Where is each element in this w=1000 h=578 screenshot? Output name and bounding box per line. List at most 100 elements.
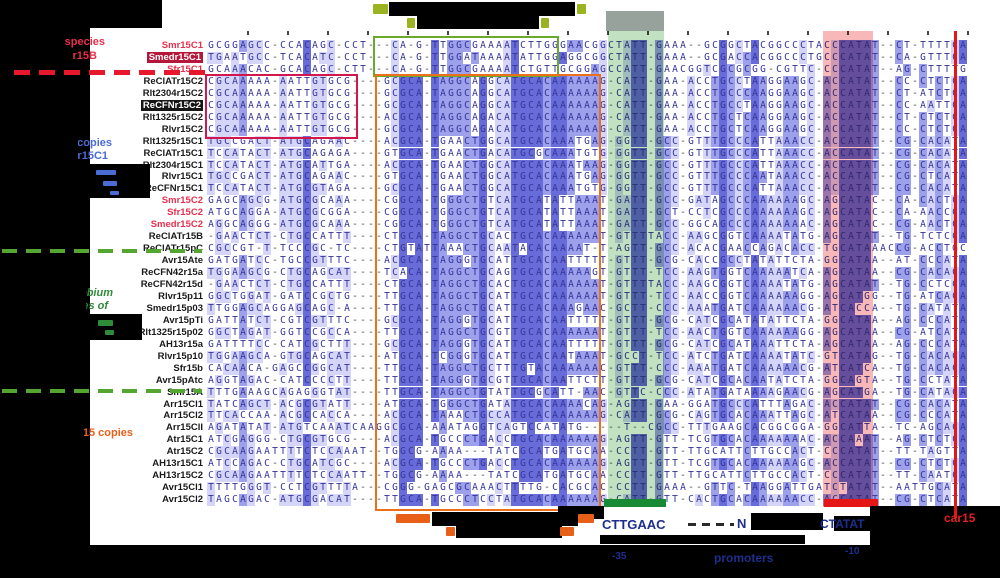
seq-cell: A [535, 195, 543, 208]
seq-cell: C [407, 123, 415, 136]
seq-cell: G [464, 314, 470, 326]
seq-cell: C [696, 207, 702, 219]
seq-cell: A [896, 255, 902, 267]
seq-cell: T [736, 470, 742, 482]
seq-cell: G [672, 314, 678, 326]
seq-cell: T [216, 207, 222, 219]
seq-cell: A [591, 446, 599, 459]
seq-cell: G [903, 410, 911, 423]
seq-cell: A [320, 231, 326, 243]
seq-cell: - [480, 470, 486, 482]
seq-cell: G [295, 458, 303, 471]
seq-cell: C [743, 326, 751, 339]
seq-cell: G [903, 147, 911, 160]
seq-cell: C [312, 290, 318, 302]
seq-cell: G [311, 219, 319, 232]
seq-cell: A [384, 350, 390, 362]
seq-cell: G [311, 398, 319, 411]
seq-cell: C [264, 255, 270, 267]
alignment-row: ReCFNr15C1 T C C A T A C T - A T G C G T A G A - - - - G C G C A - T G… [0, 183, 1000, 196]
seq-cell: G [399, 338, 407, 351]
seq-cell: A [783, 123, 791, 136]
seq-cell: T [768, 183, 774, 195]
seq-cell: T [248, 422, 254, 434]
seq-cell: A [583, 123, 591, 136]
seq-cell: A [551, 458, 559, 471]
seq-cell: C [407, 398, 415, 411]
seq-cell: A [687, 231, 695, 244]
seq-cell: C [487, 410, 495, 423]
seq-cell: A [680, 40, 686, 51]
seq-cell: G [479, 207, 487, 220]
seq-cell: T [232, 482, 238, 494]
seq-cell: G [704, 458, 710, 470]
seq-cell: T [703, 338, 711, 351]
seq-cell: T [904, 111, 910, 123]
seq-cell: A [480, 63, 486, 75]
seq-cell: C [463, 75, 471, 88]
seq-cell: A [783, 458, 791, 471]
seq-cell: C [760, 422, 766, 434]
seq-cell: A [591, 386, 599, 399]
seq-cell: C [336, 99, 342, 111]
seq-cell: T [696, 446, 702, 458]
seq-cell: T [224, 314, 230, 326]
seq-cell: - [816, 171, 822, 183]
row-label: Arr15ClI [166, 422, 203, 434]
row-label: Smr15C2 [161, 195, 203, 207]
seq-cell: - [368, 326, 374, 338]
seq-cell: A [415, 386, 423, 399]
seq-cell: A [503, 183, 511, 196]
seq-cell: T [744, 314, 750, 326]
seq-cell: T [936, 51, 942, 63]
seq-cell: T [343, 231, 351, 244]
seq-cell: A [472, 87, 478, 99]
seq-cell: T [768, 159, 774, 171]
seq-cell: C [807, 195, 815, 208]
seq-cell: C [935, 147, 943, 160]
seq-cell: G [576, 470, 582, 482]
seq-cell: A [943, 171, 951, 184]
seq-cell: - [272, 195, 278, 207]
seq-cell: A [231, 446, 239, 459]
seq-cell: A [591, 219, 599, 232]
seq-cell: G [696, 398, 702, 410]
seq-cell: - [888, 290, 894, 302]
seq-cell: G [479, 231, 487, 244]
seq-cell: - [424, 302, 430, 314]
seq-cell: - [912, 326, 918, 338]
seq-cell: C [264, 458, 270, 470]
seq-cell: A [415, 374, 423, 387]
seq-cell: T [736, 267, 742, 279]
seq-cell: A [687, 279, 695, 291]
seq-cell: C [303, 458, 311, 471]
seq-cell: C [704, 290, 710, 302]
seq-cell: - [880, 434, 886, 446]
seq-cell: A [239, 458, 247, 471]
seq-cell: A [744, 386, 750, 398]
seq-cell: - [360, 410, 366, 422]
seq-cell: C [743, 362, 751, 375]
seq-cell: G [776, 75, 782, 87]
seq-cell: A [920, 87, 926, 99]
seq-cell: - [816, 458, 822, 470]
seq-cell: C [671, 267, 679, 279]
seq-cell: G [447, 75, 455, 88]
seq-cell: - [816, 290, 822, 302]
car15-label: car15 [944, 511, 976, 525]
seq-cell: A [384, 255, 390, 267]
seq-cell: C [743, 494, 751, 506]
seq-cell: C [495, 75, 503, 88]
seq-cell: C [407, 374, 415, 387]
seq-cell: A [239, 75, 247, 88]
seq-cell: A [488, 123, 494, 135]
seq-cell: A [695, 279, 703, 291]
seq-cell: A [231, 111, 239, 124]
seq-cell: C [463, 494, 471, 506]
seq-cell: G [776, 51, 782, 63]
seq-cell: G [440, 494, 446, 506]
ruler-tick [487, 31, 489, 35]
seq-cell: T [688, 434, 694, 446]
group-label-c1-copies: copies [77, 137, 112, 149]
seq-cell: T [511, 63, 519, 76]
